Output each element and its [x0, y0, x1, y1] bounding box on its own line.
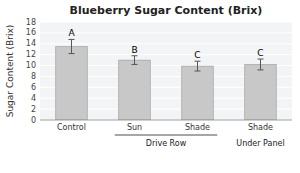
grid-line — [40, 120, 292, 121]
y-tick-label: 6 — [31, 83, 36, 92]
y-tick-label: 16 — [26, 28, 36, 37]
title: Blueberry Sugar Content (Brix) — [70, 4, 263, 17]
x-axis-line — [40, 120, 292, 121]
x-tick-label: Sun — [127, 123, 142, 132]
error-bar — [132, 56, 138, 65]
bar — [245, 64, 277, 120]
group-label: Under Panel — [236, 139, 284, 148]
y-tick-label: 10 — [26, 61, 36, 70]
bar — [56, 47, 88, 121]
group-label: Drive Row — [146, 139, 187, 148]
significance-letter: A — [68, 28, 75, 38]
y-tick-label: 2 — [31, 105, 36, 114]
y-tick-label: 8 — [31, 72, 36, 81]
significance-letter: C — [194, 50, 200, 60]
group-bracket — [115, 135, 218, 136]
y-tick-label: 12 — [26, 50, 36, 59]
x-tick-label: Shade — [185, 123, 210, 132]
error-bar — [69, 39, 75, 53]
bar — [119, 60, 151, 120]
grid-line — [40, 22, 292, 23]
bar — [182, 66, 214, 120]
marks — [56, 39, 277, 120]
y-tick-label: 4 — [31, 94, 36, 103]
y-tick-label: 14 — [26, 39, 36, 48]
y-tick-label: 18 — [26, 18, 36, 27]
y-axis-label: Sugar Content (Brix) — [5, 25, 15, 118]
grid-line — [40, 32, 292, 33]
error-bar — [195, 61, 201, 71]
significance-letter: C — [257, 48, 263, 58]
grid-line — [40, 43, 292, 44]
background — [0, 0, 300, 173]
error-bar — [258, 59, 264, 70]
x-tick-label: Control — [57, 123, 86, 132]
x-tick-label: Shade — [248, 123, 273, 132]
y-tick-label: 0 — [31, 116, 36, 125]
significance-letter: B — [131, 45, 137, 55]
plot-area — [40, 22, 292, 120]
chart: Blueberry Sugar Content (Brix) Sugar Cont… — [0, 0, 300, 173]
